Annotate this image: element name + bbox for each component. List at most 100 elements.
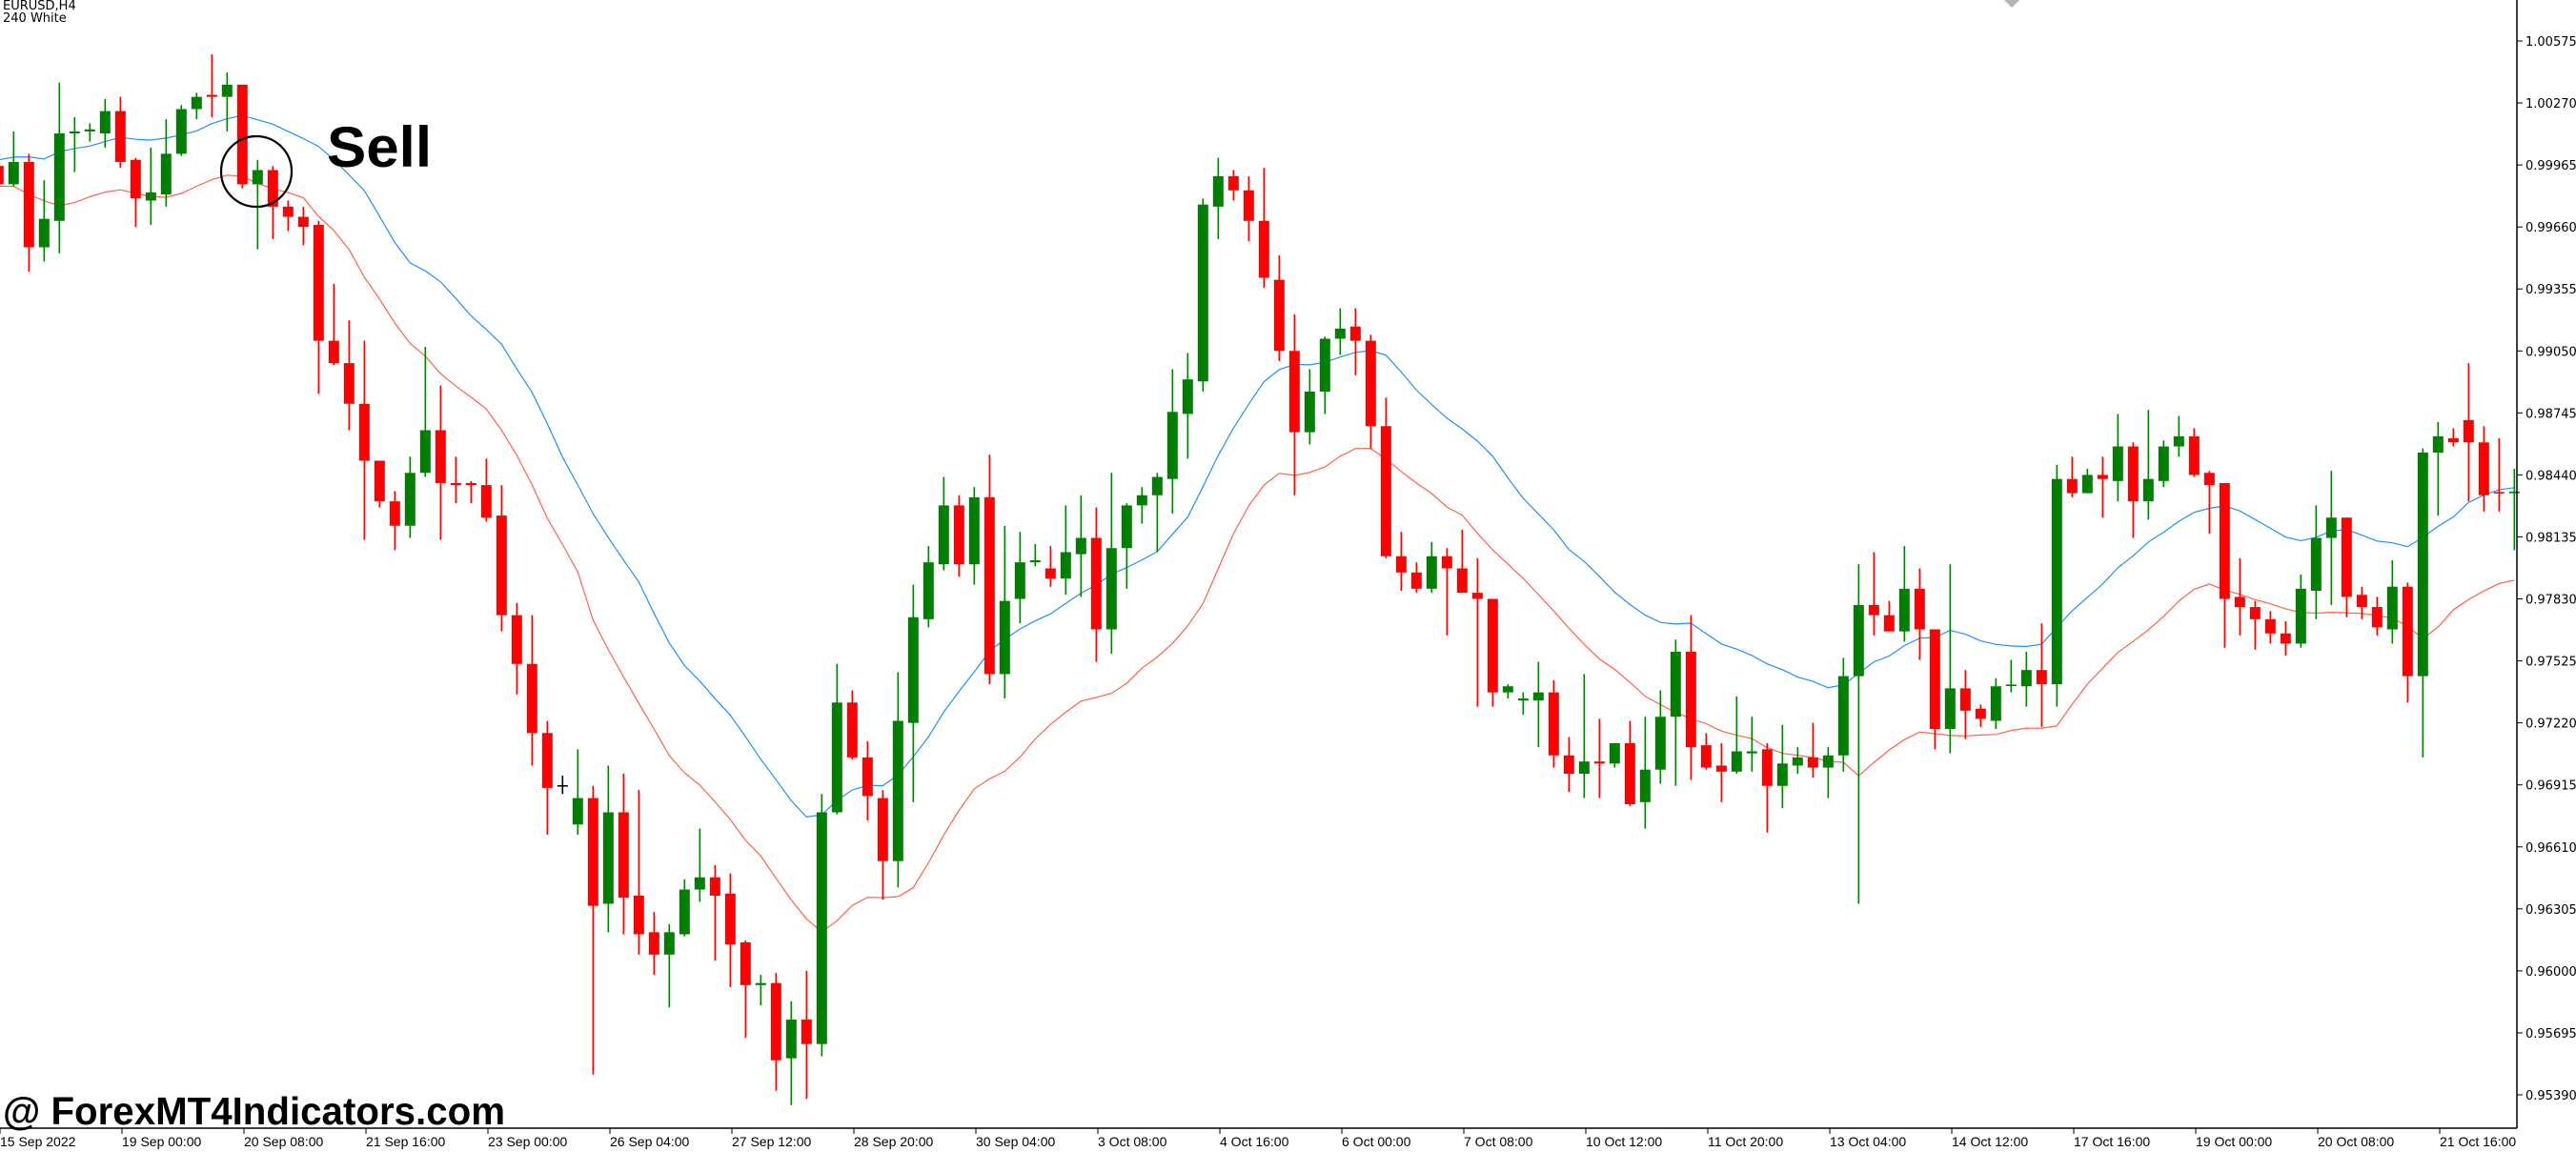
candle-body xyxy=(1304,391,1315,433)
candle xyxy=(1578,674,1590,798)
candle xyxy=(2127,442,2139,538)
candle-body xyxy=(1288,351,1300,433)
price-tick-label: 0.96610 xyxy=(2525,841,2576,856)
candle xyxy=(114,96,126,169)
candle xyxy=(2356,586,2367,619)
candle xyxy=(191,92,202,120)
candle xyxy=(1319,336,1330,414)
candle xyxy=(2097,456,2108,518)
candle-body xyxy=(435,430,446,483)
candle xyxy=(1426,541,1437,594)
candle xyxy=(1243,175,1254,242)
candle-body xyxy=(2097,475,2108,479)
candle xyxy=(2371,596,2383,636)
candle-body xyxy=(1045,568,1056,579)
candle xyxy=(2447,428,2459,447)
candle-body xyxy=(358,403,370,461)
candle xyxy=(1731,696,1742,774)
candle xyxy=(1349,308,1361,375)
price-tick-label: 0.96915 xyxy=(2525,779,2576,794)
candle xyxy=(892,672,903,888)
candle-body xyxy=(618,812,629,899)
candle-body xyxy=(1837,676,1849,756)
candle-body xyxy=(496,515,507,616)
candle xyxy=(846,690,858,760)
candle xyxy=(2386,560,2398,644)
candle xyxy=(130,157,141,228)
moving-average-lines xyxy=(0,114,2515,933)
candle-body xyxy=(2112,446,2123,481)
candle-body xyxy=(191,96,202,110)
candle-body xyxy=(1349,326,1361,341)
candle-body xyxy=(450,482,461,486)
price-tick-label: 0.96000 xyxy=(2525,965,2576,980)
candle xyxy=(1090,507,1102,662)
candle xyxy=(663,923,675,1008)
candle xyxy=(1944,564,1956,754)
candle-body xyxy=(1014,562,1025,599)
candle-body xyxy=(1990,686,2001,721)
price-tick-label: 0.97830 xyxy=(2525,594,2576,608)
candle xyxy=(1045,546,1056,587)
time-tick-label: 10 Oct 12:00 xyxy=(1586,1134,1662,1149)
time-tick-label: 21 Sep 16:00 xyxy=(366,1134,446,1149)
time-tick-label: 14 Oct 12:00 xyxy=(1952,1134,2028,1149)
candle xyxy=(877,790,888,900)
candle xyxy=(1609,742,1620,768)
candle xyxy=(1563,737,1574,793)
candle xyxy=(1548,679,1559,768)
candle xyxy=(1258,168,1269,289)
price-tick-label: 0.99660 xyxy=(2525,221,2576,235)
candle-body xyxy=(328,340,339,364)
candle xyxy=(587,785,598,1075)
candle xyxy=(724,873,736,987)
time-tick-label: 6 Oct 00:00 xyxy=(1342,1134,1411,1149)
candle-body xyxy=(1319,338,1330,392)
candle xyxy=(282,200,294,232)
candle-body xyxy=(892,720,903,861)
candle xyxy=(1182,353,1193,459)
candle-body xyxy=(1822,755,1834,768)
candle-body xyxy=(2417,452,2428,677)
candle-body xyxy=(709,877,720,896)
candle-body xyxy=(1563,755,1574,774)
candle-body xyxy=(557,784,568,787)
candle xyxy=(2463,363,2474,502)
candle-body xyxy=(968,496,980,565)
candle-body xyxy=(572,798,583,825)
candle xyxy=(2402,582,2413,703)
candle-body xyxy=(1426,556,1437,589)
candle-body xyxy=(663,932,675,955)
candle xyxy=(938,476,949,571)
candle-body xyxy=(1853,604,1864,677)
price-tick-label: 0.99965 xyxy=(2525,159,2576,173)
price-tick-label: 0.98135 xyxy=(2525,531,2576,545)
candle-body xyxy=(1761,749,1773,786)
candle-body xyxy=(1593,761,1605,764)
candle-body xyxy=(480,485,492,518)
candle xyxy=(648,912,659,976)
candle-body xyxy=(1532,692,1544,701)
candle xyxy=(2081,469,2093,494)
candle xyxy=(1273,255,1285,361)
candle-body xyxy=(2249,607,2261,619)
candle xyxy=(435,385,446,540)
time-tick-label: 26 Sep 04:00 xyxy=(610,1134,690,1149)
candle xyxy=(953,495,964,577)
candle xyxy=(1990,677,2001,730)
candle-body xyxy=(1243,190,1254,221)
candle xyxy=(1365,334,1376,449)
candle xyxy=(1334,308,1346,355)
candle xyxy=(1288,313,1300,495)
candle xyxy=(2005,659,2017,693)
candle-body xyxy=(1136,495,1147,506)
candle xyxy=(2173,415,2184,457)
candle xyxy=(831,663,842,815)
time-tick-label: 30 Sep 04:00 xyxy=(976,1134,1056,1149)
candle xyxy=(618,773,629,935)
candle xyxy=(1593,718,1605,798)
one-click-trading-arrow-icon[interactable] xyxy=(2004,0,2019,8)
time-tick-label: 11 Oct 20:00 xyxy=(1708,1134,1783,1149)
candle-body xyxy=(1487,598,1498,693)
